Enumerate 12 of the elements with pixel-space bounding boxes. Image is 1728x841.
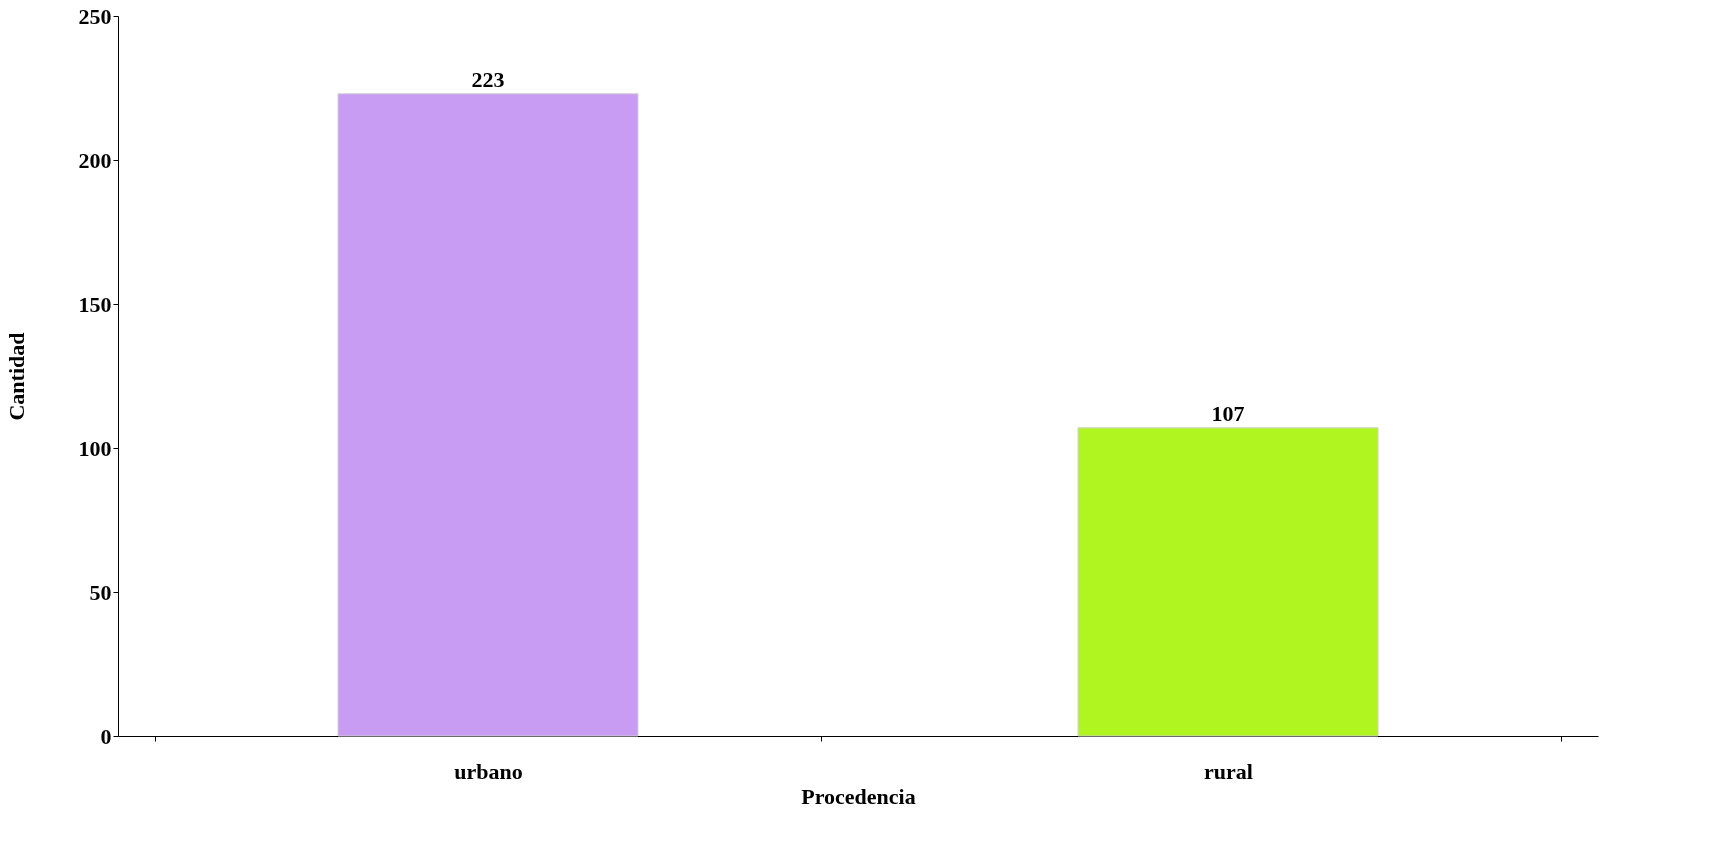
data-label: 107: [1211, 400, 1245, 426]
data-label: 223: [471, 66, 505, 92]
x-axis-title: Procedencia: [801, 783, 916, 809]
y-tick-label: 150: [78, 291, 112, 317]
y-tick-label: 200: [78, 147, 112, 173]
y-axis-title: Cantidad: [3, 332, 29, 421]
x-tick-label: rural: [1204, 758, 1253, 784]
y-tick-label: 50: [89, 579, 112, 605]
y-tick-label: 0: [100, 723, 112, 749]
y-tick-label: 250: [78, 3, 112, 29]
x-tick-label: urbano: [454, 758, 523, 784]
y-tick-label: 100: [78, 435, 112, 461]
